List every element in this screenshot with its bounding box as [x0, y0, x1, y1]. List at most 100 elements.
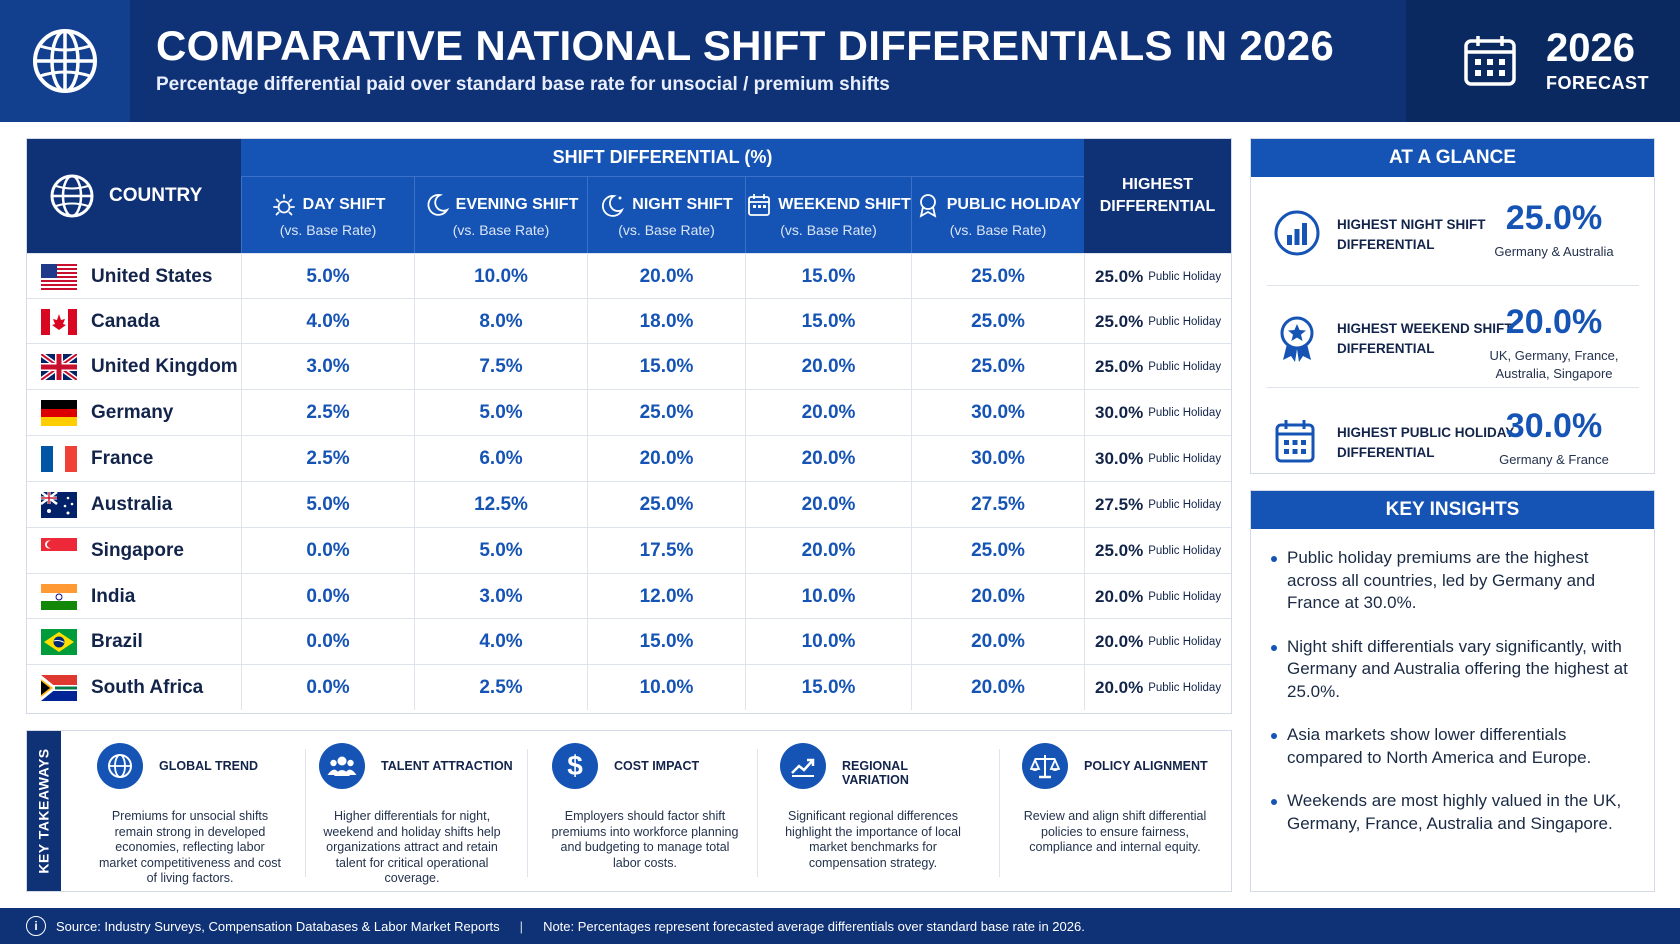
- glance-note: Germany & Australia: [1494, 244, 1614, 259]
- calendar-icon: [748, 194, 771, 216]
- flag-za-icon: [41, 674, 77, 701]
- highest-value: 20.0%: [1095, 586, 1144, 606]
- table-row: Singapore 0.0% 5.0% 17.5% 20.0% 25.0% 25.0% Pub…: [27, 527, 1231, 573]
- flag-in-icon: [41, 583, 77, 610]
- value-cell: 20.0%: [911, 665, 1084, 710]
- value-cell: 12.5%: [414, 482, 587, 527]
- value-cell: 4.0%: [414, 619, 587, 664]
- country-cell: France: [27, 436, 241, 481]
- takeaway-title: REGIONAL VARIATION: [842, 759, 909, 787]
- divider: [1267, 387, 1639, 388]
- country-name: France: [91, 447, 154, 469]
- badge-icon: [1280, 316, 1314, 362]
- country-name: Australia: [91, 493, 173, 515]
- footer-separator: |: [519, 918, 524, 934]
- evening-shift-sub: (vs. Base Rate): [452, 222, 550, 238]
- forecast-year: 2026: [1546, 26, 1635, 70]
- value-cell: 20.0%: [587, 436, 745, 481]
- differential-value: 7.5%: [479, 355, 523, 377]
- glance-value: 30.0%: [1505, 407, 1603, 445]
- night-shift-label: NIGHT SHIFT: [632, 196, 733, 213]
- differential-value: 12.5%: [474, 493, 528, 515]
- highest-cell: 25.0% Public Holiday: [1084, 254, 1231, 299]
- flag-us-icon: [41, 263, 77, 290]
- flag-ca-icon: [41, 308, 77, 335]
- value-cell: 15.0%: [745, 665, 911, 710]
- value-cell: 15.0%: [745, 299, 911, 344]
- differential-value: 10.0%: [801, 630, 856, 652]
- differential-value: 0.0%: [306, 539, 350, 561]
- takeaway-title: POLICY ALIGNMENT: [1084, 759, 1208, 773]
- insights-list: Public holiday premiums are the highest …: [1271, 547, 1641, 856]
- value-cell: 7.5%: [414, 344, 587, 389]
- highest-differential-header: HIGHEST DIFFERENTIAL: [1084, 139, 1231, 253]
- differential-value: 4.0%: [306, 310, 350, 332]
- moon-icon: [427, 194, 449, 216]
- scales-icon: [1022, 743, 1068, 789]
- highest-value: 30.0%: [1095, 402, 1144, 422]
- table-row: United Kingdom 3.0% 7.5% 15.0% 20.0% 25.0% 25.…: [27, 343, 1231, 389]
- value-cell: 18.0%: [587, 299, 745, 344]
- key-insights-title: KEY INSIGHTS: [1251, 491, 1654, 529]
- highest-cell: 20.0% Public Holiday: [1084, 619, 1231, 664]
- highest-cell: 25.0% Public Holiday: [1084, 344, 1231, 389]
- country-cell: Brazil: [27, 619, 241, 664]
- differential-value: 20.0%: [801, 355, 856, 377]
- differential-value: 10.0%: [474, 265, 528, 287]
- differential-value: 20.0%: [801, 539, 856, 561]
- footer-note: Note: Percentages represent forecasted a…: [543, 918, 1085, 934]
- table-row: Australia 5.0% 12.5% 25.0% 20.0% 27.5% 27.5% Pu…: [27, 481, 1231, 527]
- differential-value: 6.0%: [479, 447, 523, 469]
- award-icon: [919, 194, 937, 218]
- value-cell: 25.0%: [911, 299, 1084, 344]
- differential-value: 0.0%: [306, 676, 350, 698]
- value-cell: 5.0%: [241, 254, 414, 299]
- differential-value: 30.0%: [971, 401, 1025, 423]
- highest-cell: 25.0% Public Holiday: [1084, 299, 1231, 344]
- value-cell: 15.0%: [745, 254, 911, 299]
- glance-label: HIGHEST PUBLIC HOLIDAY DIFFERENTIAL: [1337, 425, 1515, 460]
- differential-value: 25.0%: [971, 265, 1025, 287]
- glance-value: 20.0%: [1505, 303, 1603, 341]
- value-cell: 20.0%: [745, 390, 911, 435]
- value-cell: 10.0%: [745, 574, 911, 619]
- table-row: France 2.5% 6.0% 20.0% 20.0% 30.0% 30.0% Public…: [27, 435, 1231, 481]
- value-cell: 20.0%: [911, 619, 1084, 664]
- value-cell: 12.0%: [587, 574, 745, 619]
- differential-value: 2.5%: [306, 401, 350, 423]
- value-cell: 15.0%: [587, 619, 745, 664]
- highest-type: Public Holiday: [1148, 360, 1222, 373]
- divider: [1267, 285, 1639, 286]
- page-subtitle: Percentage differential paid over standa…: [156, 74, 890, 95]
- flag-de-icon: [41, 399, 77, 426]
- footer-source: Source: Industry Surveys, Compensation D…: [56, 918, 500, 934]
- differential-value: 30.0%: [971, 447, 1025, 469]
- highest-value: 27.5%: [1095, 494, 1144, 514]
- differential-value: 15.0%: [801, 310, 856, 332]
- differential-value: 25.0%: [971, 539, 1025, 561]
- takeaway-regional-variation: REGIONAL VARIATION Significant regional …: [758, 743, 978, 883]
- bar-chart-icon: [1274, 210, 1320, 256]
- value-cell: 25.0%: [587, 390, 745, 435]
- flag-sg-icon: [41, 537, 77, 564]
- globe-icon: [97, 743, 143, 789]
- value-cell: 20.0%: [911, 574, 1084, 619]
- day-shift-label: DAY SHIFT: [302, 196, 386, 213]
- table-row: Canada 4.0% 8.0% 18.0% 15.0% 25.0% 25.0% Public…: [27, 298, 1231, 344]
- highest-type: Public Holiday: [1148, 635, 1222, 648]
- differential-value: 5.0%: [306, 265, 350, 287]
- value-cell: 5.0%: [414, 528, 587, 573]
- differential-value: 15.0%: [801, 676, 856, 698]
- at-a-glance-title: AT A GLANCE: [1251, 139, 1654, 177]
- differential-value: 25.0%: [971, 310, 1025, 332]
- takeaway-title: GLOBAL TREND: [159, 759, 259, 773]
- differential-value: 20.0%: [801, 447, 856, 469]
- key-takeaways-label: KEY TAKEAWAYS: [36, 748, 52, 874]
- sun-icon: [272, 194, 295, 216]
- flag-au-icon: [41, 491, 77, 518]
- moon-star-icon: [602, 195, 625, 217]
- insight-item: Public holiday premiums are the highest …: [1271, 547, 1641, 615]
- takeaway-text: Review and align shift differential poli…: [1023, 809, 1207, 854]
- highest-type: Public Holiday: [1148, 590, 1222, 603]
- differential-value: 8.0%: [479, 310, 523, 332]
